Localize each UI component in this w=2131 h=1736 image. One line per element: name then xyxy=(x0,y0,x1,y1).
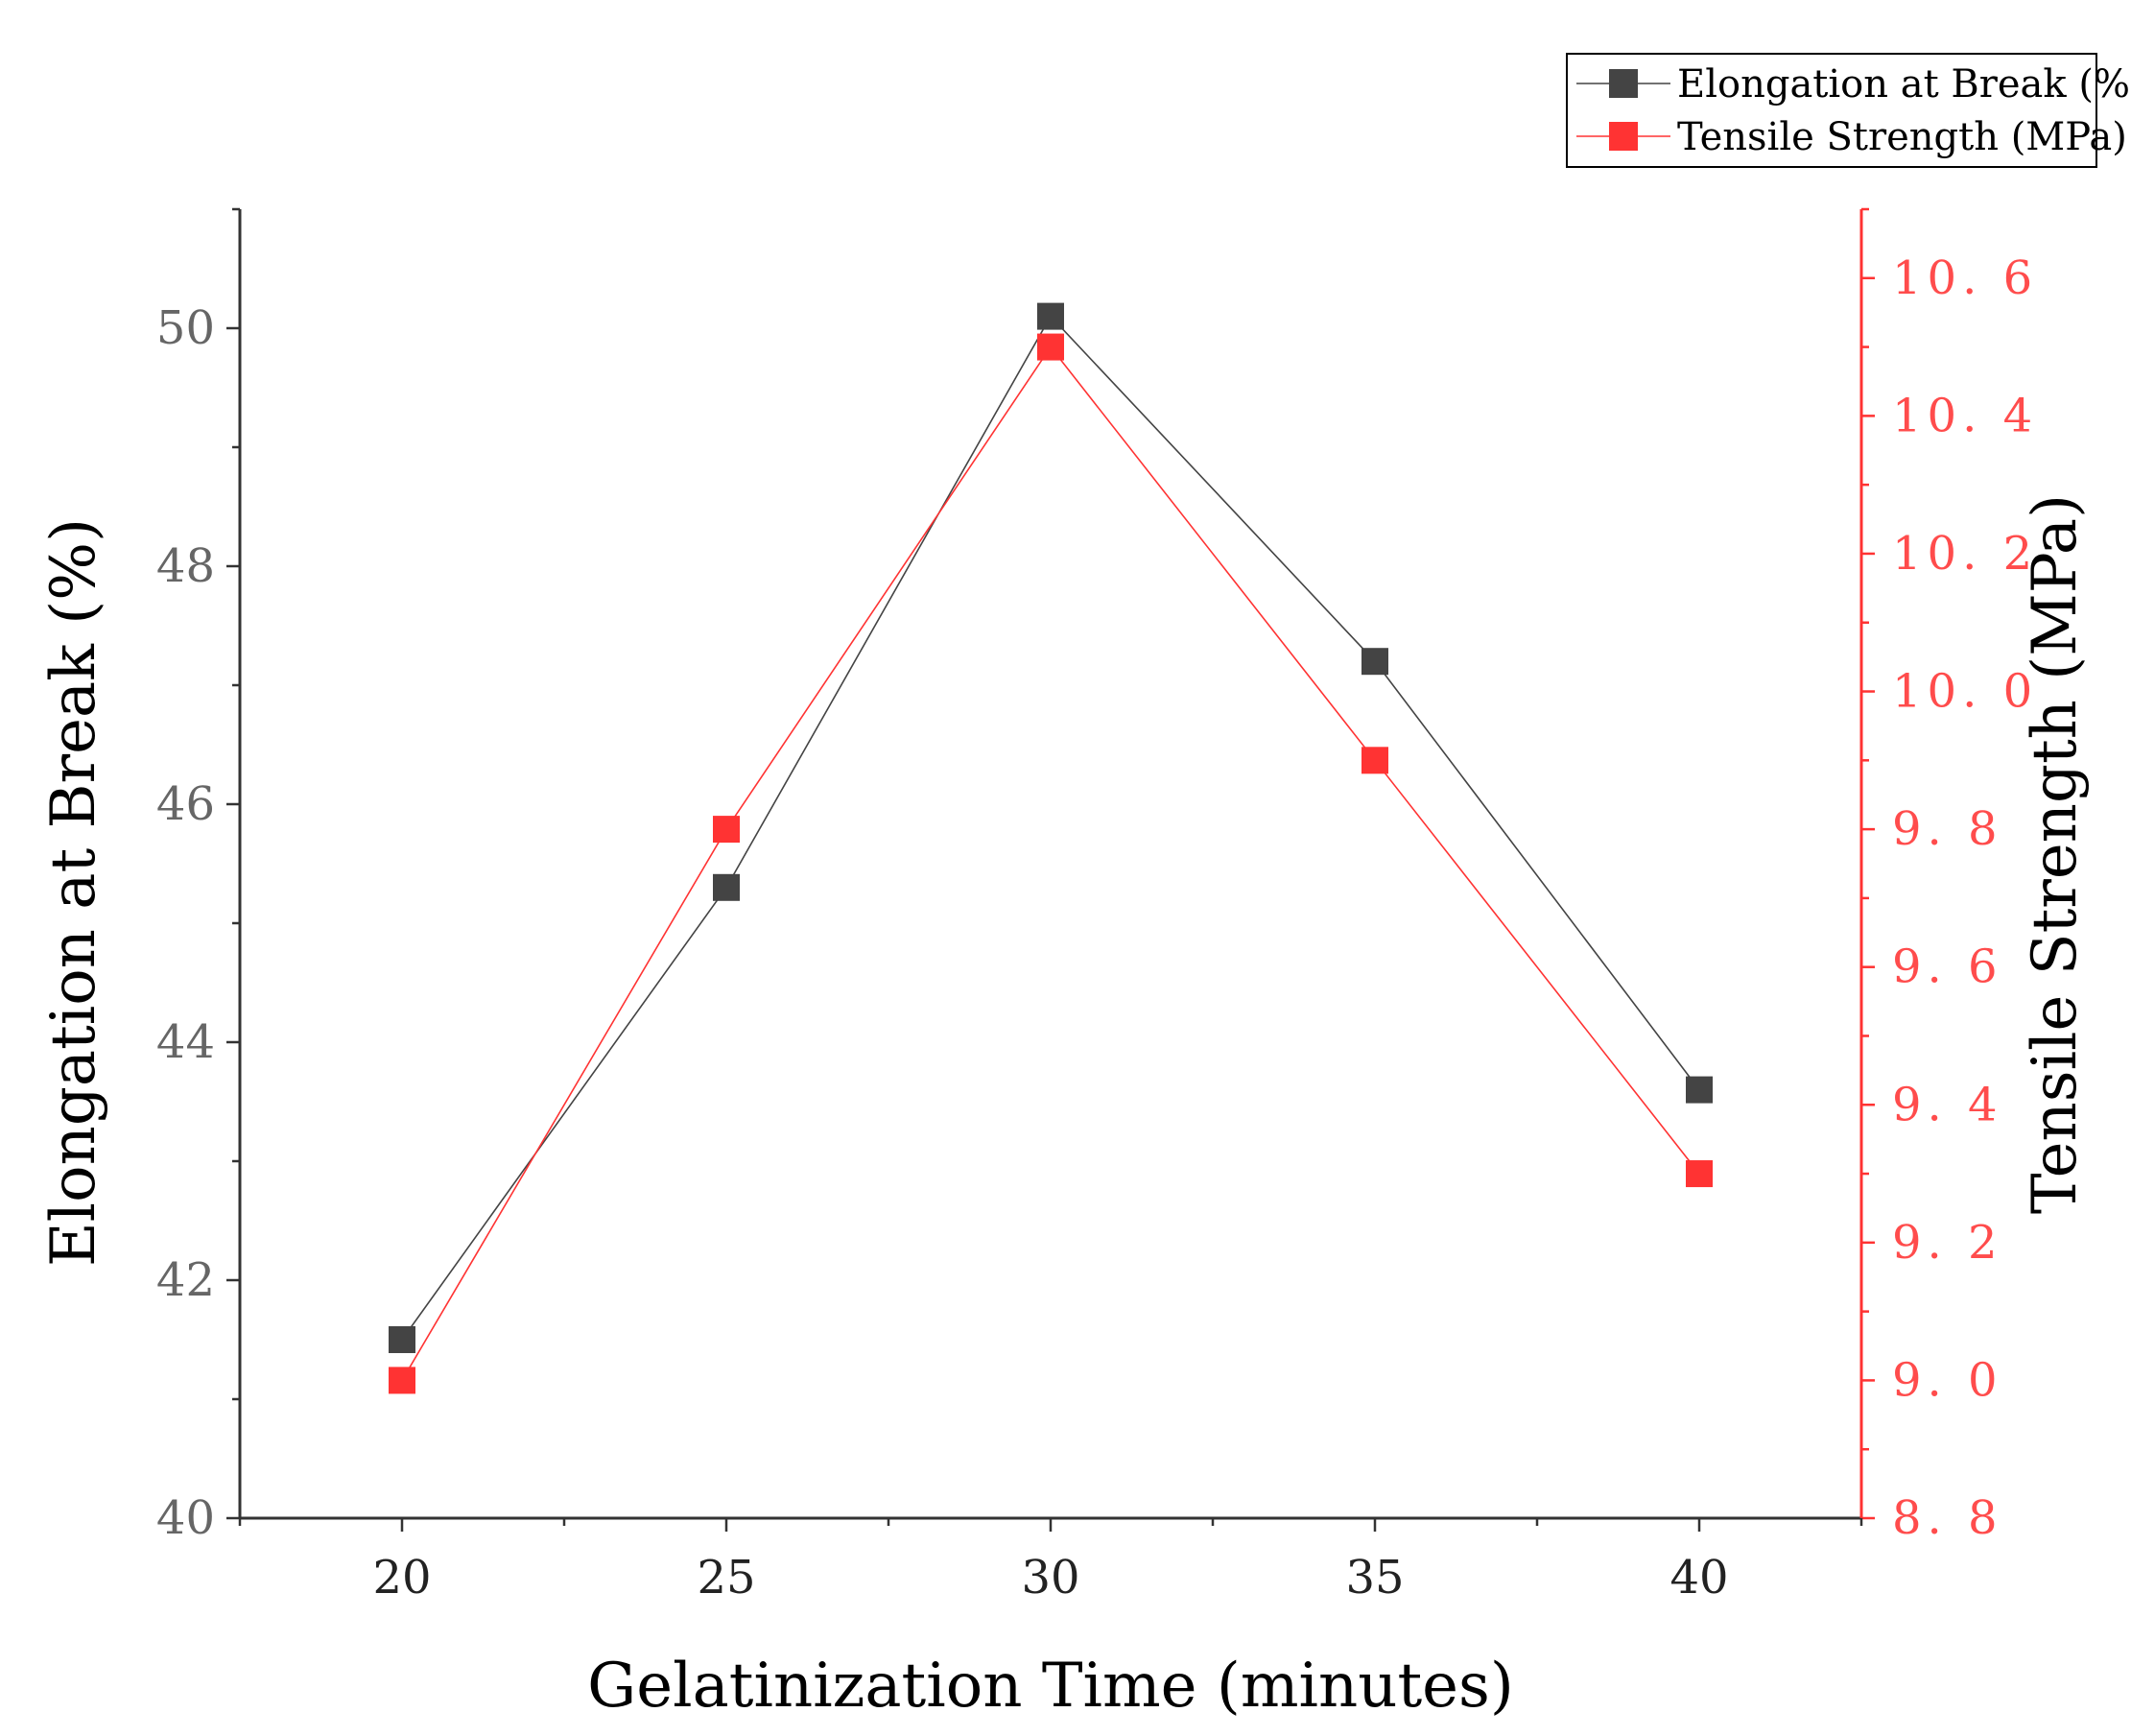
data-point-elongation xyxy=(1686,1076,1713,1104)
x-tick-label: 20 xyxy=(372,1551,431,1605)
right-tick-label: 10. 0 xyxy=(1892,665,2038,719)
series-line-tensile xyxy=(401,345,1700,1381)
legend-box xyxy=(1566,53,2097,168)
right-tick-label: 10. 4 xyxy=(1892,389,2038,442)
data-point-elongation xyxy=(1037,302,1064,330)
right-tick-label: 9. 6 xyxy=(1892,940,2003,994)
series-layer xyxy=(389,302,1713,1394)
plot-frame xyxy=(238,209,1863,1520)
left-tick-label: 44 xyxy=(156,1015,215,1069)
data-point-elongation xyxy=(389,1326,415,1353)
legend-marker-elongation xyxy=(1609,69,1638,98)
legend-label-tensile: Tensile Strength (MPa) xyxy=(1677,115,2127,159)
data-point-tensile xyxy=(1361,747,1388,774)
right-y-axis: 8. 8 9. 0 9. 2 9. 4 9. 6 9. 8 10. 0 10. 2 10. 4 1… xyxy=(1861,207,2038,1545)
x-axis: 20 25 30 35 40 xyxy=(238,1518,1863,1605)
x-tick-label: 40 xyxy=(1669,1551,1728,1605)
right-tick-label: 8. 8 xyxy=(1892,1491,2003,1545)
left-y-axis: 40 42 44 46 48 50 xyxy=(156,207,240,1545)
right-tick-label: 9. 8 xyxy=(1892,802,2003,856)
right-tick-label: 10. 6 xyxy=(1892,251,2038,305)
left-tick-label: 46 xyxy=(156,777,215,831)
data-point-tensile xyxy=(1037,333,1064,361)
x-tick-label: 35 xyxy=(1345,1551,1404,1605)
left-tick-label: 42 xyxy=(156,1253,215,1307)
right-tick-label: 9. 0 xyxy=(1892,1353,2003,1407)
legend-marker-tensile xyxy=(1609,122,1638,151)
data-point-elongation xyxy=(713,873,740,901)
data-point-tensile xyxy=(1686,1160,1713,1188)
legend-label-elongation: Elongation at Break (%) xyxy=(1677,62,2131,107)
left-tick-label: 50 xyxy=(156,301,215,355)
data-point-tensile xyxy=(389,1367,415,1394)
right-tick-label: 10. 2 xyxy=(1892,527,2038,581)
x-axis-title: Gelatinization Time (minutes) xyxy=(587,1651,1514,1722)
data-point-tensile xyxy=(713,816,740,844)
series-line-elongation xyxy=(401,315,1700,1341)
right-tick-label: 9. 4 xyxy=(1892,1078,2003,1131)
right-tick-label: 9. 2 xyxy=(1892,1216,2003,1270)
x-tick-label: 30 xyxy=(1021,1551,1079,1605)
legend: Elongation at Break (%) Tensile Strength… xyxy=(1566,53,2131,168)
right-y-axis-title: Tensile Strength (MPa) xyxy=(2020,494,2091,1214)
data-point-elongation xyxy=(1361,648,1388,676)
left-y-axis-title: Elongation at Break (%) xyxy=(38,518,109,1267)
x-tick-label: 25 xyxy=(697,1551,755,1605)
left-tick-label: 40 xyxy=(156,1491,215,1545)
left-tick-label: 48 xyxy=(156,539,215,593)
